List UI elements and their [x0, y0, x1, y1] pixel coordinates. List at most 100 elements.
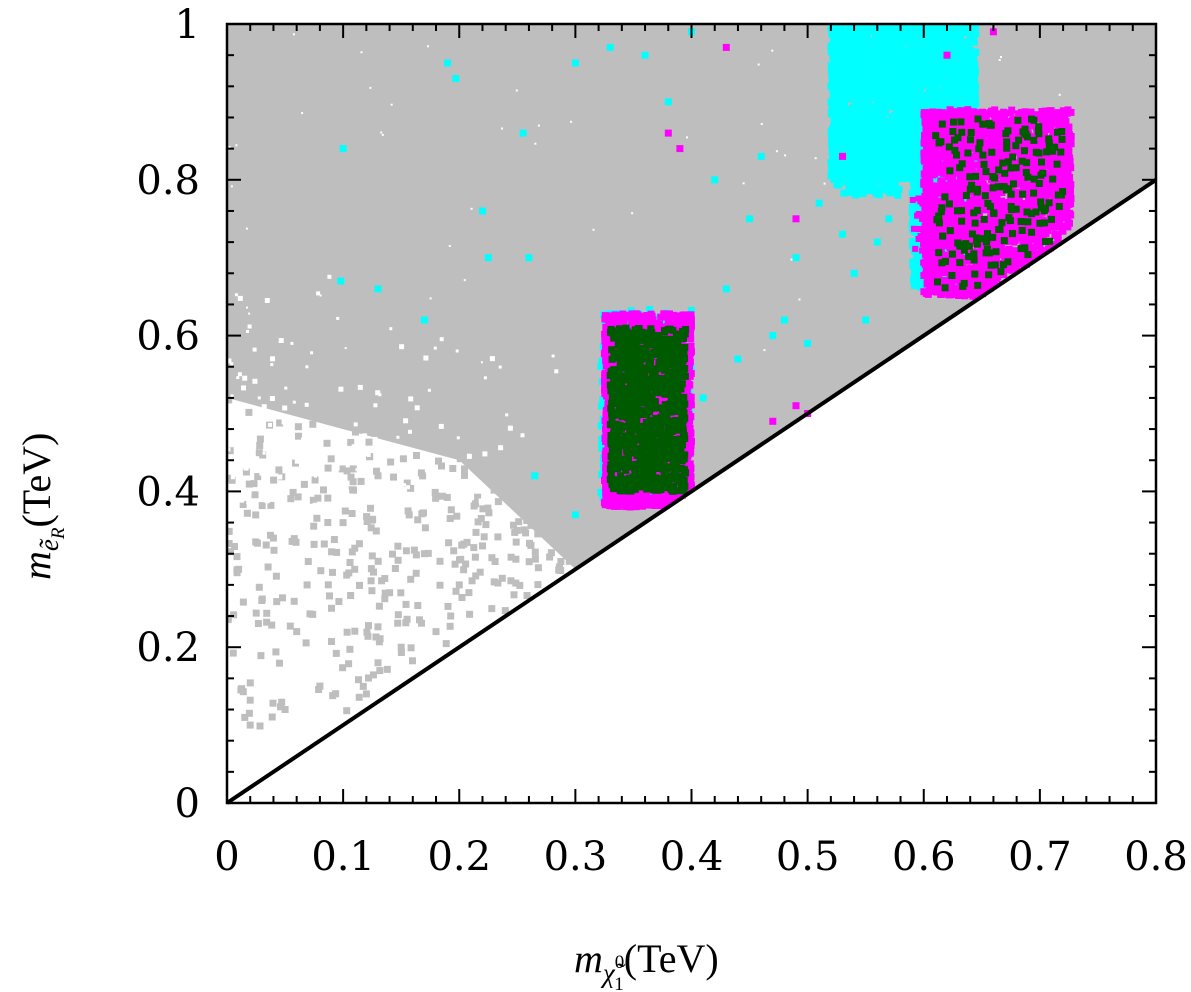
gap-dot: [269, 396, 275, 401]
gap-dot: [366, 453, 371, 457]
grey-point: [583, 517, 591, 525]
cyan-point: [849, 69, 857, 77]
cyan-point: [900, 103, 908, 111]
grey-point: [562, 478, 570, 485]
grey-point: [270, 400, 278, 408]
gap-dot: [257, 396, 261, 400]
cyan-point: [835, 163, 843, 171]
cyan-point: [898, 116, 906, 124]
cyan-point: [930, 67, 937, 75]
cyan-point: [829, 30, 836, 38]
grey-point: [364, 632, 372, 640]
cyan-point: [913, 267, 921, 275]
gap-dot: [291, 473, 295, 477]
cyan-point: [877, 163, 884, 171]
cyan-point: [943, 36, 951, 44]
grey-point: [460, 566, 468, 574]
cyan-point: [863, 150, 871, 158]
grey-point: [452, 427, 460, 435]
gap-dot: [285, 427, 290, 432]
gap-dot: [482, 451, 488, 457]
cyan-point: [834, 170, 842, 178]
cyan-point: [847, 124, 855, 132]
grey-point: [414, 516, 422, 524]
gap-dot: [438, 423, 444, 429]
cyan-point: [646, 306, 654, 314]
grey-point: [512, 555, 520, 563]
grey-point: [558, 516, 566, 524]
cyan-point: [881, 152, 889, 160]
grey-point: [363, 628, 371, 636]
cyan-point: [865, 27, 873, 35]
cyan-point: [947, 37, 955, 44]
gap-dot: [246, 306, 248, 309]
cyan-point: [933, 56, 941, 64]
grey-point: [556, 563, 563, 571]
grey-point: [561, 438, 569, 446]
cyan-point: [864, 168, 872, 176]
grey-point: [596, 478, 604, 485]
grey-point: [432, 628, 440, 636]
cyan-point: [915, 273, 923, 281]
grey-point: [445, 539, 453, 547]
grey-point: [365, 438, 373, 446]
grey-point: [598, 527, 606, 535]
grey-point: [333, 548, 341, 556]
cyan-point: [869, 51, 877, 58]
grey-point: [558, 447, 566, 455]
grey-point: [510, 591, 518, 599]
gap-dot: [369, 86, 372, 89]
cyan-point: [899, 57, 907, 65]
grey-point: [477, 515, 485, 522]
grey-point: [287, 495, 295, 503]
cyan-point: [872, 188, 880, 196]
grey-point: [355, 407, 363, 415]
cyan-point: [926, 66, 933, 74]
cyan-point: [841, 146, 849, 154]
grey-point: [264, 378, 271, 386]
grey-point: [443, 493, 451, 501]
grey-point: [508, 438, 516, 446]
grey-point: [300, 480, 308, 488]
gap-dot: [228, 146, 231, 148]
grey-point: [343, 467, 351, 475]
grey-point: [526, 474, 533, 482]
gap-dot: [296, 442, 301, 447]
cyan-point: [890, 147, 898, 155]
cyan-point: [905, 129, 913, 137]
gap-dot: [262, 472, 266, 476]
gap-dot: [239, 497, 245, 503]
cyan-point: [852, 103, 860, 111]
cyan-point: [872, 145, 880, 153]
cyan-point: [895, 82, 903, 90]
grey-point: [351, 627, 359, 635]
cyan-point: [829, 137, 837, 145]
gap-dot: [389, 327, 393, 331]
grey-point: [494, 579, 502, 587]
grey-point: [404, 507, 412, 515]
grey-point: [348, 548, 356, 556]
cyan-point: [972, 30, 980, 38]
cyan-point: [891, 47, 899, 55]
grey-point: [584, 474, 591, 482]
grey-point: [468, 577, 476, 585]
cyan-point: [879, 45, 887, 53]
gap-dot: [570, 120, 573, 123]
gap-dot: [592, 228, 595, 231]
gap-dot: [237, 372, 242, 377]
cyan-point: [864, 99, 872, 107]
cyan-point: [873, 126, 881, 134]
grey-point: [605, 507, 613, 515]
cyan-point: [852, 168, 860, 176]
cyan-point: [955, 81, 963, 89]
cyan-point: [882, 140, 890, 148]
grey-point: [536, 487, 544, 495]
grey-point: [316, 682, 324, 690]
gap-dot: [253, 414, 258, 419]
gap-dot: [1058, 93, 1061, 96]
grey-point: [516, 472, 524, 480]
cyan-point: [971, 63, 979, 71]
cyan-point: [444, 59, 452, 67]
cyan-point: [916, 154, 924, 161]
